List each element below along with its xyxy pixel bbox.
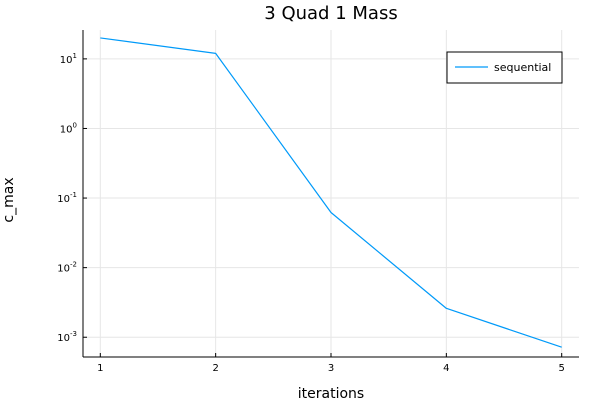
chart-title: 3 Quad 1 Mass (264, 3, 397, 24)
x-tick-label-1: 1 (97, 363, 103, 374)
x-tick-label-4: 4 (443, 363, 449, 374)
y-axis-title: c_max (1, 177, 17, 222)
legend-label-sequential: sequential (494, 61, 551, 74)
x-axis-title: iterations (298, 386, 364, 400)
legend: sequential (447, 52, 562, 83)
x-tick-label-3: 3 (328, 363, 334, 374)
x-tick-label-5: 5 (559, 363, 565, 374)
x-tick-label-2: 2 (212, 363, 218, 374)
